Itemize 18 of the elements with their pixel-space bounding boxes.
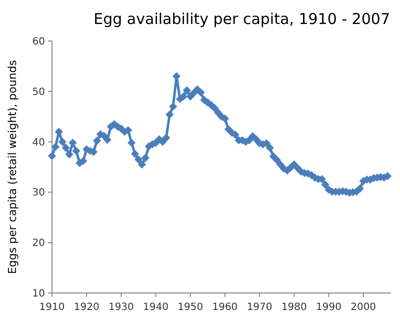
y-tick-label: 10 bbox=[32, 288, 45, 300]
chart-title: Egg availability per capita, 1910 - 2007 bbox=[94, 10, 390, 28]
x-tick-label: 1930 bbox=[108, 302, 134, 313]
x-tick-label: 1980 bbox=[281, 302, 307, 313]
y-tick-label: 20 bbox=[32, 238, 45, 250]
y-tick-label: 30 bbox=[32, 188, 45, 199]
x-tick-label: 2000 bbox=[350, 302, 376, 313]
y-tick-label: 40 bbox=[32, 137, 45, 148]
x-tick-label: 1920 bbox=[74, 302, 100, 313]
y-tick-label: 50 bbox=[32, 86, 45, 98]
x-tick-label: 1990 bbox=[316, 302, 342, 313]
y-axis-title: Eggs per capita (retail weight), pounds bbox=[6, 60, 19, 274]
x-tick-label: 1970 bbox=[246, 302, 272, 313]
x-tick-label: 1910 bbox=[39, 302, 65, 313]
y-tick-label: 60 bbox=[32, 36, 45, 48]
x-tick-label: 1940 bbox=[143, 302, 168, 313]
x-tick-label: 1950 bbox=[178, 302, 204, 313]
x-tick-label: 1960 bbox=[212, 302, 238, 313]
